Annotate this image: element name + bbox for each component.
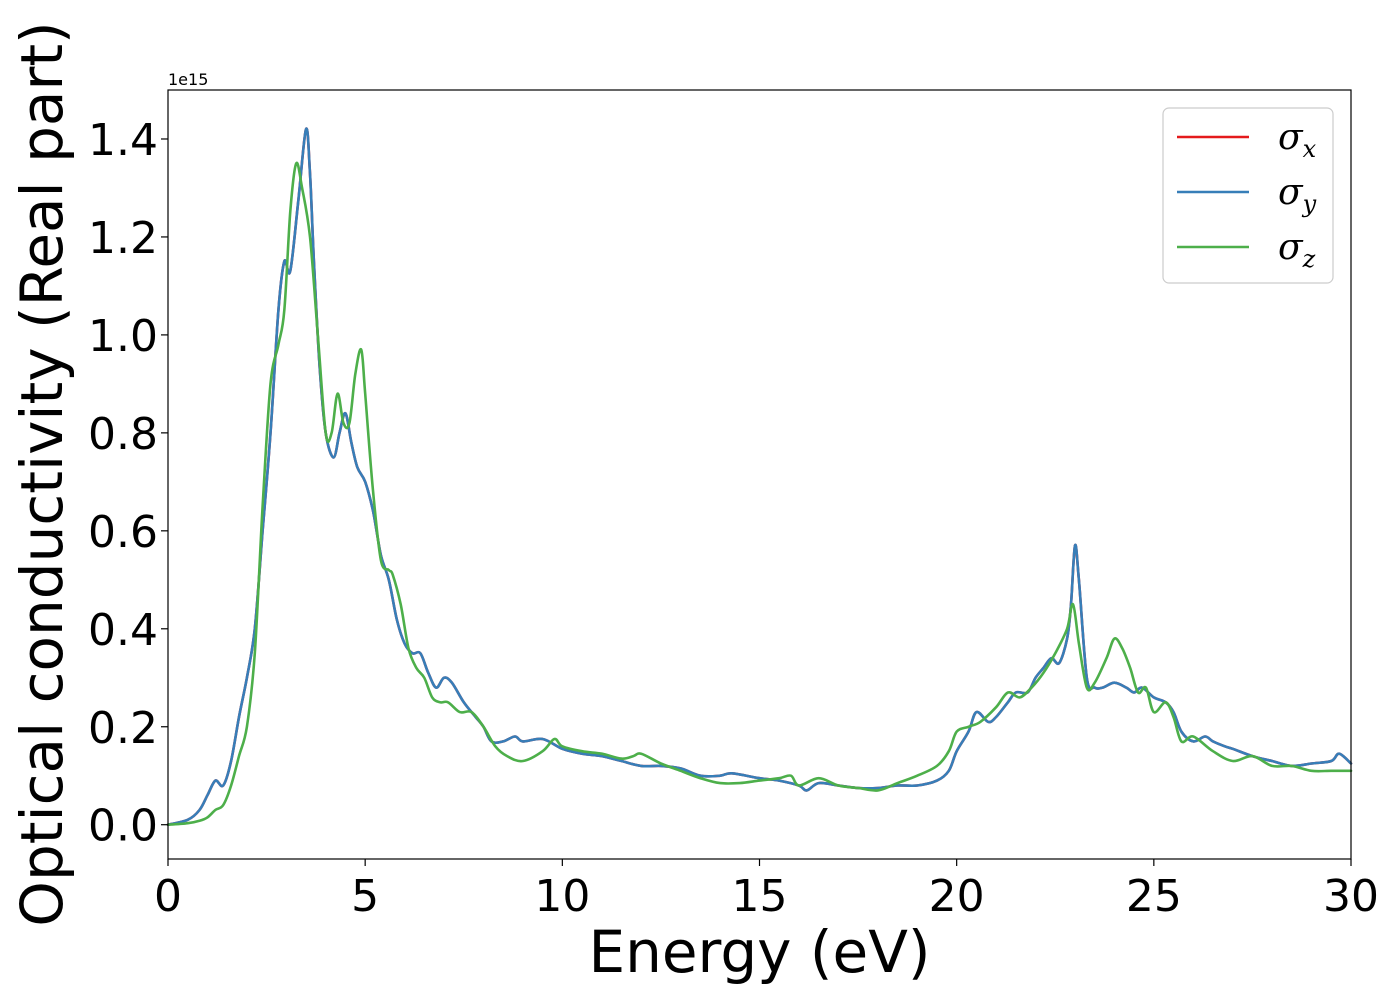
- y-tick-label: 0.0: [88, 801, 158, 852]
- y-axis: 0.0 0.2 0.4 0.6 0.8 1.0 1.2 1.4: [88, 115, 168, 852]
- x-tick-label: 0: [154, 871, 182, 922]
- y-tick-label: 0.2: [88, 703, 158, 754]
- x-axis: 0 5 10 15 20 25 30: [154, 859, 1379, 922]
- x-tick-label: 20: [929, 871, 985, 922]
- y-tick-label: 0.8: [88, 409, 158, 460]
- series-layer: [166, 127, 1353, 826]
- y-axis-title: Optical conductivity (Real part): [8, 21, 76, 926]
- y-offset-text: 1e15: [168, 70, 208, 89]
- x-tick-label: 10: [534, 871, 590, 922]
- legend-label-y: σy: [1278, 172, 1317, 218]
- x-tick-label: 25: [1126, 871, 1182, 922]
- legend: σx σy σz: [1162, 107, 1334, 284]
- legend-label-x: σx: [1278, 117, 1317, 163]
- x-tick-label: 5: [351, 871, 379, 922]
- y-tick-label: 1.0: [88, 311, 158, 362]
- y-tick-label: 1.2: [88, 213, 158, 264]
- series-line-z: [166, 161, 1353, 826]
- legend-box: [1162, 107, 1334, 284]
- y-tick-label: 0.4: [88, 605, 158, 656]
- legend-label-z: σz: [1278, 227, 1316, 273]
- x-tick-label: 15: [732, 871, 788, 922]
- legend-entries: σx σy σz: [1177, 117, 1317, 273]
- x-axis-title: Energy (eV): [588, 918, 930, 986]
- series-line-y: [166, 127, 1353, 826]
- y-tick-label: 1.4: [88, 115, 158, 166]
- y-tick-label: 0.6: [88, 507, 158, 558]
- x-tick-label: 30: [1323, 871, 1379, 922]
